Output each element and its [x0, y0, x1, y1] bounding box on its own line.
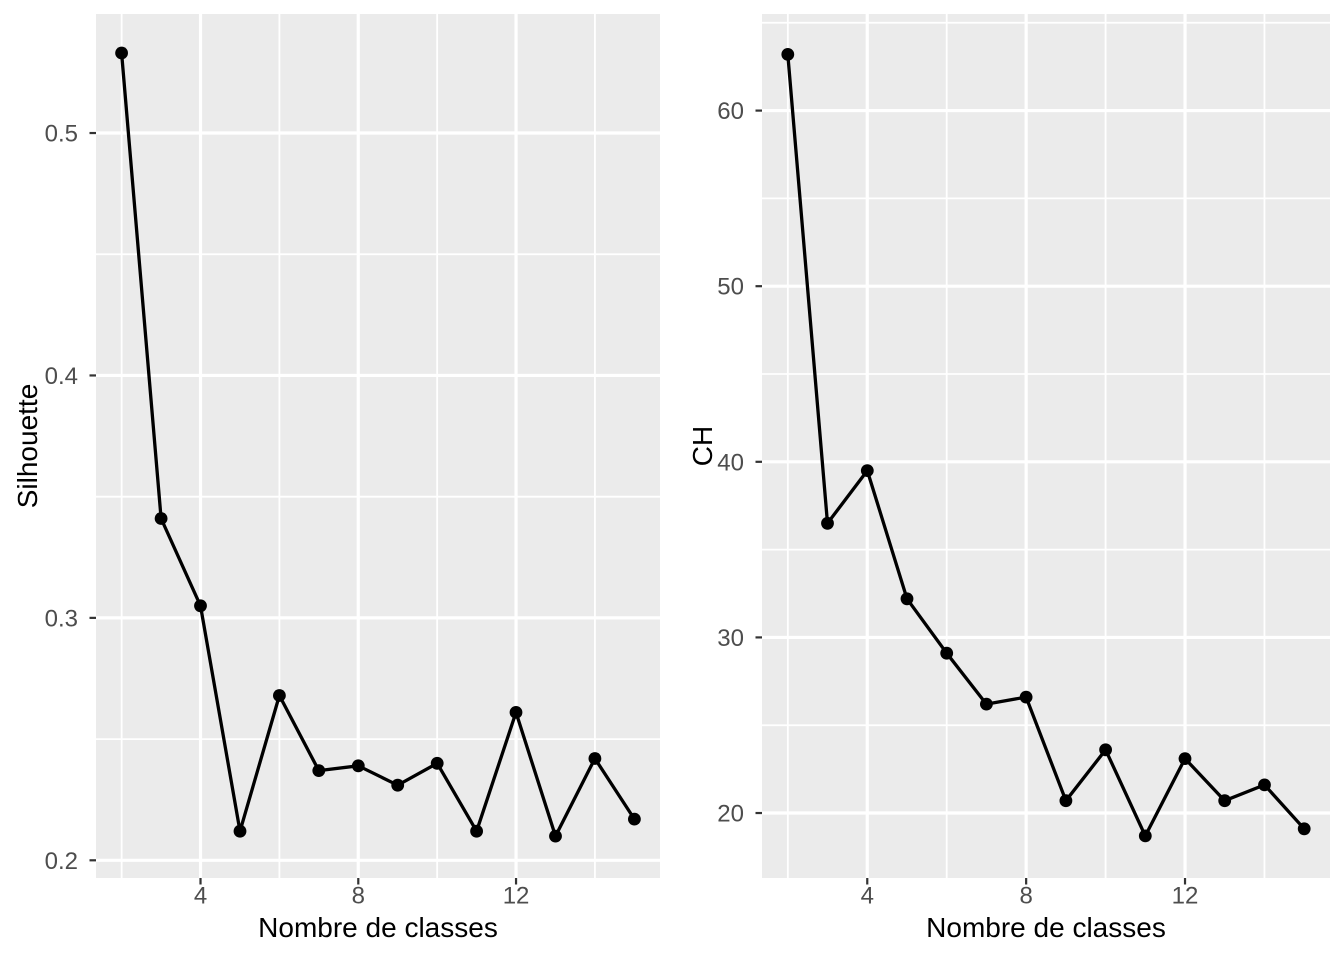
x-axis-title: Nombre de classes: [926, 912, 1166, 943]
y-tick-label: 0.4: [45, 363, 78, 390]
data-point: [154, 512, 168, 525]
data-point: [940, 646, 954, 660]
data-point: [628, 812, 641, 826]
data-point: [509, 706, 523, 719]
data-point: [1297, 822, 1311, 836]
plot-panel: 4 8 12 0.2 0.3 0.4 0.5: [45, 14, 660, 910]
ch-chart-svg: 4 8 12 20 30 40 50 60 Nombre de classes CH: [687, 14, 1330, 943]
data-point: [1138, 829, 1152, 843]
data-point: [273, 689, 286, 702]
data-point: [194, 599, 207, 613]
data-point: [351, 759, 365, 773]
x-tick-label: 8: [352, 883, 365, 910]
plot-panel: 4 8 12 20 30 40 50 60: [717, 14, 1330, 910]
data-point: [900, 592, 914, 606]
y-tick-label: 0.3: [45, 605, 78, 632]
silhouette-chart: 4 8 12 0.2 0.3 0.4 0.5 Nombre de classes Silho…: [12, 14, 660, 943]
data-point: [860, 464, 874, 477]
panel-background: [762, 14, 1330, 878]
data-point: [549, 829, 562, 843]
y-tick-label: 30: [717, 625, 744, 652]
data-point: [430, 756, 444, 770]
data-point: [781, 48, 795, 61]
data-point: [1218, 794, 1232, 808]
data-point: [1059, 794, 1073, 808]
data-point: [391, 778, 405, 792]
x-axis-title: Nombre de classes: [258, 912, 498, 943]
y-tick-label: 60: [717, 98, 744, 125]
data-line: [786, 54, 1306, 838]
data-point: [115, 46, 128, 60]
data-point: [1258, 778, 1271, 792]
y-tick-label: 50: [717, 274, 744, 301]
panel-background: [96, 14, 660, 878]
x-tick-label: 4: [194, 883, 207, 910]
y-axis-title: CH: [687, 426, 718, 466]
y-tick-label: 0.2: [45, 848, 78, 875]
data-line: [119, 52, 636, 838]
data-point: [821, 516, 834, 530]
x-tick-label: 12: [1172, 883, 1199, 910]
data-point: [470, 824, 483, 838]
x-tick-label: 12: [503, 883, 530, 910]
data-point: [1099, 743, 1112, 757]
data-point: [1019, 690, 1033, 704]
y-tick-label: 20: [717, 801, 744, 828]
y-axis-title: Silhouette: [12, 384, 43, 509]
data-point: [980, 697, 993, 711]
y-tick-label: 0.5: [45, 121, 78, 148]
data-point: [312, 764, 326, 777]
data-point: [233, 824, 247, 838]
data-point: [1178, 752, 1192, 765]
x-tick-label: 8: [1019, 883, 1032, 910]
y-tick-label: 40: [717, 449, 744, 476]
x-tick-label: 4: [861, 883, 874, 910]
ch-chart: 4 8 12 20 30 40 50 60 Nombre de classes CH: [672, 0, 1344, 960]
silhouette-chart-svg: 4 8 12 0.2 0.3 0.4 0.5 Nombre de classes Silho…: [12, 14, 660, 943]
data-point: [588, 752, 602, 765]
